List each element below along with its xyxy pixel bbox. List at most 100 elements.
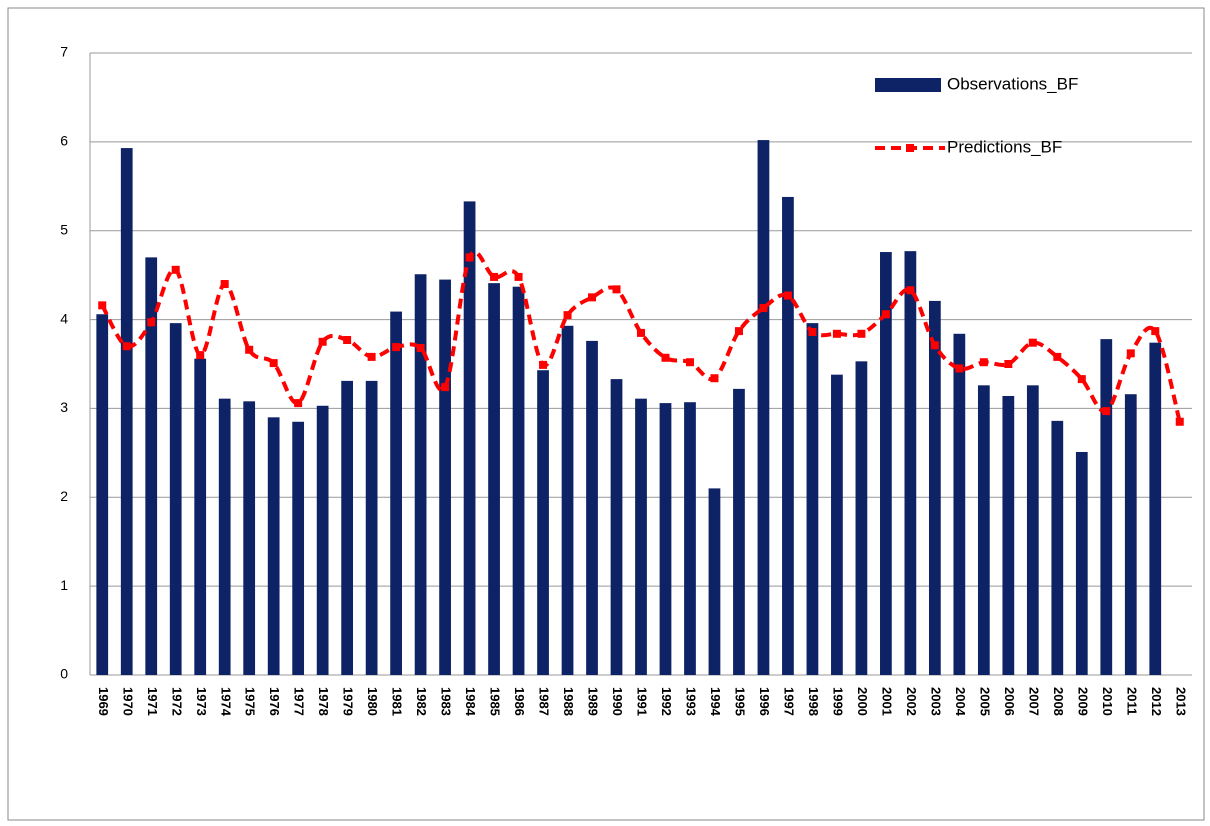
line-marker xyxy=(808,328,817,337)
bar xyxy=(145,257,158,675)
bar xyxy=(1051,420,1064,675)
line-marker xyxy=(147,318,156,327)
x-tick-label: 1972 xyxy=(169,687,184,716)
bar xyxy=(855,361,868,675)
line-marker xyxy=(906,286,915,295)
line-marker xyxy=(1053,352,1062,361)
bar xyxy=(512,286,525,675)
line-marker xyxy=(1175,417,1184,426)
x-tick-label: 1991 xyxy=(635,687,650,716)
line-marker xyxy=(1126,349,1135,358)
x-tick-label: 1976 xyxy=(267,687,282,716)
line-marker xyxy=(930,341,939,350)
line-marker xyxy=(1004,360,1013,368)
line-marker xyxy=(245,345,254,354)
x-tick-label: 2009 xyxy=(1075,687,1090,716)
line-marker xyxy=(514,272,523,281)
line-marker xyxy=(832,329,841,338)
legend-label: Predictions_BF xyxy=(947,137,1062,156)
y-tick-label: 7 xyxy=(60,44,68,60)
x-tick-label: 1985 xyxy=(488,687,503,716)
bar xyxy=(586,340,598,675)
bar xyxy=(390,311,402,675)
bar xyxy=(292,421,305,675)
line-marker xyxy=(220,280,229,289)
line-marker xyxy=(1077,375,1086,384)
line-marker xyxy=(416,344,425,353)
line-marker xyxy=(637,328,645,337)
line-marker xyxy=(1028,338,1037,347)
line-marker xyxy=(588,293,597,302)
bar xyxy=(1026,385,1039,675)
x-tick-label: 1993 xyxy=(684,687,699,716)
x-tick-label: 1984 xyxy=(463,687,478,717)
y-tick-label: 1 xyxy=(60,577,68,593)
bar xyxy=(782,196,794,675)
bar xyxy=(316,405,329,675)
legend-marker xyxy=(906,144,914,152)
x-tick-label: 1969 xyxy=(96,687,111,716)
line-marker xyxy=(392,343,401,352)
line-marker xyxy=(734,327,743,336)
x-tick-label: 1980 xyxy=(365,687,380,716)
line-marker xyxy=(490,272,499,281)
line-marker xyxy=(955,364,964,373)
bar xyxy=(218,398,231,675)
x-tick-label: 1975 xyxy=(243,687,258,716)
x-tick-label: 2003 xyxy=(928,687,943,716)
bar xyxy=(1124,394,1137,675)
bar xyxy=(806,323,819,675)
x-tick-label: 1983 xyxy=(439,687,454,716)
bar xyxy=(1075,451,1088,675)
bar xyxy=(1149,342,1162,675)
bar xyxy=(684,402,696,675)
line-marker xyxy=(612,285,621,294)
x-tick-label: 1977 xyxy=(292,687,307,716)
x-tick-label: 2005 xyxy=(977,687,992,716)
line-marker xyxy=(465,253,474,262)
bar xyxy=(953,333,966,675)
x-tick-label: 1998 xyxy=(806,687,821,716)
x-tick-label: 1988 xyxy=(561,687,576,716)
x-tick-label: 2002 xyxy=(904,687,919,716)
line-marker xyxy=(539,360,548,369)
line-marker xyxy=(1102,407,1111,416)
y-tick-label: 2 xyxy=(60,488,68,504)
line-marker xyxy=(759,304,768,313)
bar xyxy=(463,201,476,676)
x-tick-label: 1996 xyxy=(757,687,772,716)
legend-label: Observations_BF xyxy=(947,74,1078,93)
y-tick-label: 6 xyxy=(60,133,68,149)
x-tick-label: 2011 xyxy=(1124,687,1139,715)
chart-frame xyxy=(7,7,1205,821)
y-tick-label: 5 xyxy=(60,221,68,237)
x-tick-label: 1981 xyxy=(390,687,405,716)
bar xyxy=(414,274,427,675)
bar xyxy=(169,323,182,675)
line-marker xyxy=(441,383,450,392)
x-tick-label: 1970 xyxy=(120,687,135,716)
x-tick-label: 1978 xyxy=(316,687,331,716)
x-tick-label: 2006 xyxy=(1002,687,1017,716)
line-marker xyxy=(685,358,694,367)
legend-swatch xyxy=(875,78,941,92)
line-marker xyxy=(98,301,107,310)
line-marker xyxy=(783,291,792,300)
x-tick-label: 2010 xyxy=(1100,687,1115,716)
x-tick-label: 1979 xyxy=(341,687,356,716)
bar xyxy=(194,358,207,675)
x-tick-label: 2012 xyxy=(1149,687,1164,716)
x-tick-label: 2007 xyxy=(1026,687,1041,716)
bar xyxy=(561,325,574,675)
line-marker xyxy=(563,311,572,320)
x-tick-label: 2013 xyxy=(1173,687,1188,716)
x-tick-label: 1994 xyxy=(708,687,723,717)
bar xyxy=(757,140,770,675)
bar xyxy=(365,380,378,675)
bar xyxy=(977,385,990,675)
line-marker xyxy=(343,336,352,345)
bar xyxy=(635,398,647,675)
y-tick-label: 3 xyxy=(60,399,68,415)
x-tick-label: 2004 xyxy=(953,687,968,717)
x-tick-label: 1992 xyxy=(659,687,674,716)
